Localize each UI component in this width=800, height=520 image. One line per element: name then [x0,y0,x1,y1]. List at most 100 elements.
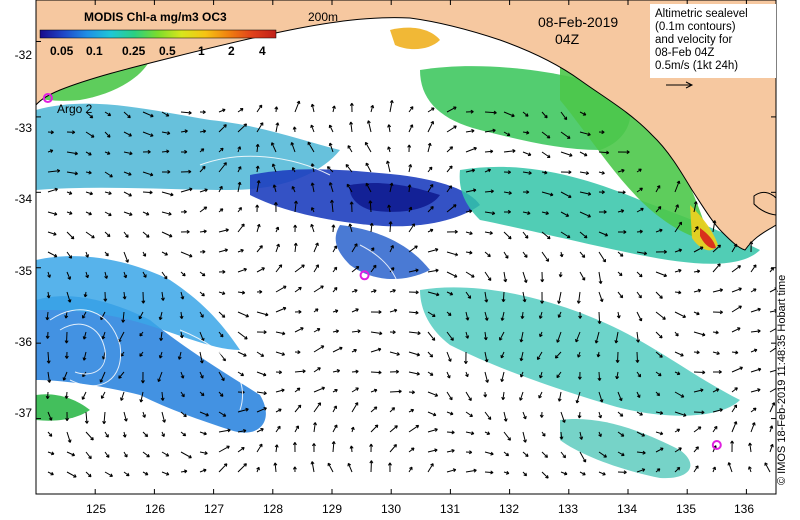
velocity-arrow [237,351,247,357]
velocity-arrow [331,441,336,453]
velocity-arrow [66,191,73,195]
velocity-arrow [484,291,489,303]
velocity-arrow [140,371,145,384]
legend-line: (0.1m contours) [655,21,736,33]
velocity-arrow [237,207,242,213]
velocity-arrow [408,206,413,213]
velocity-arrow [103,291,108,302]
velocity-arrow [446,411,454,416]
velocity-arrow [598,291,604,303]
chl-teal-south [420,287,740,416]
velocity-arrow [158,311,163,321]
velocity-arrow [520,311,525,319]
velocity-arrow [427,206,434,213]
velocity-arrow [446,229,458,234]
velocity-arrow [218,162,227,173]
velocity-arrow [256,223,261,233]
velocity-arrow [313,264,319,273]
velocity-arrow [427,228,434,233]
velocity-arrow [560,170,572,175]
velocity-arrow [275,425,281,433]
velocity-arrow [270,142,277,153]
velocity-arrow [636,371,642,378]
velocity-arrow [446,271,458,278]
velocity-arrow [446,311,452,317]
velocity-arrow [731,305,742,313]
velocity-arrow [218,428,231,433]
velocity-arrow [161,411,166,423]
velocity-arrow [104,111,112,117]
velocity-arrow [328,124,334,133]
velocity-arrow [617,411,624,417]
velocity-arrow [199,229,207,234]
velocity-arrow [731,243,738,253]
velocity-arrow [519,371,524,378]
velocity-arrow [389,182,394,193]
velocity-arrow [62,371,68,381]
velocity-arrow [636,411,643,416]
velocity-arrow [503,190,512,195]
velocity-arrow [408,466,413,473]
velocity-arrow [693,370,706,375]
velocity-arrow [465,129,475,133]
velocity-arrow [503,209,511,214]
velocity-arrow [328,142,334,153]
velocity-arrow [465,291,472,299]
chl-green-coast [560,60,710,240]
velocity-arrow [522,190,530,195]
velocity-arrow [66,291,72,303]
x-tick-label: 135 [675,502,697,516]
velocity-arrow [557,291,562,304]
velocity-arrow [500,371,505,383]
velocity-arrow [313,242,319,253]
velocity-arrow [749,241,754,253]
velocity-arrow [366,120,372,133]
velocity-arrow [161,111,170,117]
velocity-arrow [386,160,391,173]
velocity-arrow [271,163,277,173]
velocity-arrow [484,189,494,194]
velocity-arrow [693,201,698,213]
velocity-arrow [66,271,72,280]
velocity-arrow [351,348,357,353]
velocity-arrow [180,411,187,418]
velocity-arrow [655,311,666,320]
velocity-arrow [142,111,154,118]
velocity-arrow [47,130,54,135]
velocity-arrow [273,202,278,213]
velocity-arrow [575,331,581,343]
velocity-arrow [408,106,414,113]
velocity-arrow [292,466,297,473]
velocity-arrow [598,271,603,285]
velocity-arrow [655,271,668,278]
argo-float-marker [711,439,722,450]
velocity-arrow [446,468,457,473]
velocity-arrow [693,388,704,393]
velocity-arrow [85,111,94,119]
velocity-arrow [294,369,306,374]
velocity-arrow [370,289,377,293]
velocity-arrow [199,110,206,115]
velocity-arrow [142,431,149,438]
velocity-arrow [503,411,508,422]
velocity-arrow [730,440,735,453]
velocity-arrow [598,130,605,135]
velocity-arrow [519,351,524,362]
velocity-arrow [139,391,144,403]
velocity-arrow [275,243,280,253]
velocity-arrow [579,151,588,157]
velocity-arrow [674,331,679,337]
velocity-arrow [180,229,190,234]
velocity-arrow [577,411,582,419]
velocity-arrow [712,244,722,253]
velocity-arrow [64,351,69,359]
velocity-arrow [161,131,171,136]
velocity-arrow [557,391,562,402]
velocity-arrow [218,331,224,338]
velocity-arrow [218,371,225,382]
velocity-arrow [560,411,566,423]
velocity-arrow [66,211,73,215]
velocity-arrow [465,411,473,418]
velocity-arrow [712,351,720,356]
velocity-arrow [408,447,415,453]
